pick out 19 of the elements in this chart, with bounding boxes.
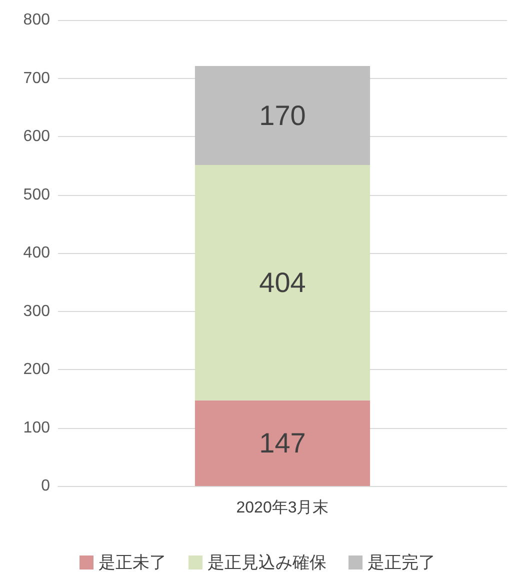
data-label: 147 [259, 428, 306, 459]
legend-label: 是正見込み確保 [208, 553, 326, 572]
y-tick-label: 600 [23, 128, 50, 145]
y-tick-label: 700 [23, 70, 50, 87]
y-tick-label: 200 [23, 361, 50, 378]
y-tick-label: 0 [41, 478, 50, 494]
x-tick-label: 2020年3月末 [236, 498, 329, 516]
bar [194, 165, 370, 400]
data-label: 404 [259, 267, 306, 298]
y-tick-label: 100 [23, 419, 50, 436]
bar [194, 66, 370, 166]
legend-label: 是正完了 [368, 553, 436, 572]
legend-label: 是正未了 [98, 553, 166, 572]
y-tick-label: 400 [23, 244, 50, 262]
bar [194, 400, 370, 486]
y-tick-label: 300 [23, 302, 50, 320]
y-tick-label: 800 [23, 12, 50, 28]
y-tick-label: 500 [23, 186, 50, 204]
data-label: 170 [259, 100, 306, 132]
